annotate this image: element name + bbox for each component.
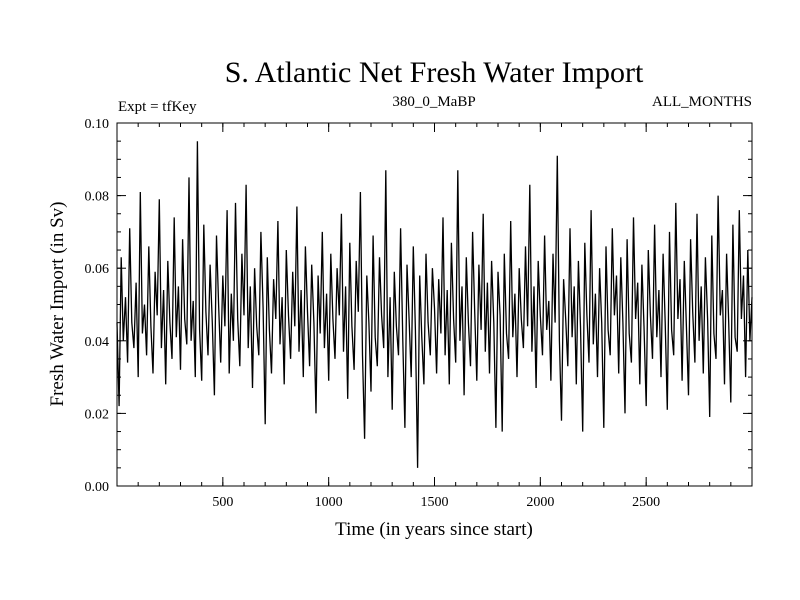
plot-area [116, 141, 753, 468]
y-tick-label: 0.00 [85, 480, 110, 495]
series-line-0 [116, 141, 753, 468]
y-tick-label: 0.10 [85, 117, 110, 132]
plot-frame [116, 122, 753, 487]
x-tick-label: 2500 [632, 495, 660, 510]
chart-title: S. Atlantic Net Fresh Water Import [225, 56, 644, 89]
months-label: ALL_MONTHS [652, 94, 752, 110]
y-tick-label: 0.06 [85, 262, 110, 277]
x-tick-label: 1000 [315, 495, 343, 510]
y-tick-label: 0.02 [85, 407, 110, 422]
x-axis-label: Time (in years since start) [335, 519, 533, 540]
experiment-label: Expt = tfKey [118, 99, 197, 115]
period-label: 380_0_MaBP [392, 94, 475, 110]
y-tick-label: 0.08 [85, 190, 110, 205]
x-tick-label: 500 [212, 495, 233, 510]
y-axis-label: Fresh Water Import (in Sv) [47, 202, 68, 407]
x-tick-label: 2000 [526, 495, 554, 510]
x-tick-label: 1500 [421, 495, 449, 510]
y-tick-label: 0.04 [85, 335, 110, 350]
